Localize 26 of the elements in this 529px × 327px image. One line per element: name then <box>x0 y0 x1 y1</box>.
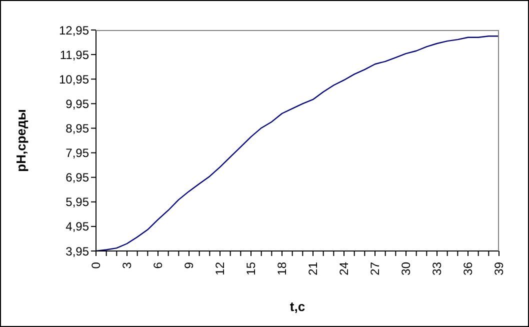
y-tick-label: 4,95 <box>66 220 90 234</box>
y-tick-label: 9,95 <box>66 96 90 111</box>
y-tick-label: 7,95 <box>66 146 90 160</box>
x-tick-label: 27 <box>368 262 382 276</box>
x-tick-label: 30 <box>399 262 413 276</box>
x-tick-label: 18 <box>275 262 289 276</box>
y-tick-label: 10,95 <box>58 72 90 86</box>
y-tick-label: 11,95 <box>60 48 90 62</box>
x-tick-label: 6 <box>151 262 165 269</box>
x-tick-label: 33 <box>430 262 444 276</box>
y-tick-label: 6,95 <box>66 170 90 185</box>
x-tick-label: 21 <box>306 262 320 276</box>
y-tick-label: 3,95 <box>66 244 90 258</box>
x-axis-title: t,c <box>290 299 306 314</box>
x-tick-label: 0 <box>89 262 103 269</box>
y-tick-label: 12,95 <box>58 23 90 38</box>
x-tick-label: 12 <box>213 262 227 276</box>
x-tick-label: 36 <box>461 262 475 276</box>
x-tick-label: 15 <box>244 262 258 276</box>
y-tick-label: 5,95 <box>66 195 90 210</box>
y-tick-label: 8,95 <box>66 121 90 136</box>
x-tick-label: 24 <box>337 262 351 276</box>
x-tick-label: 3 <box>120 262 134 269</box>
x-tick-label: 9 <box>182 262 196 269</box>
y-axis-title: pH,среды <box>14 109 29 172</box>
x-tick-label: 39 <box>492 262 506 276</box>
